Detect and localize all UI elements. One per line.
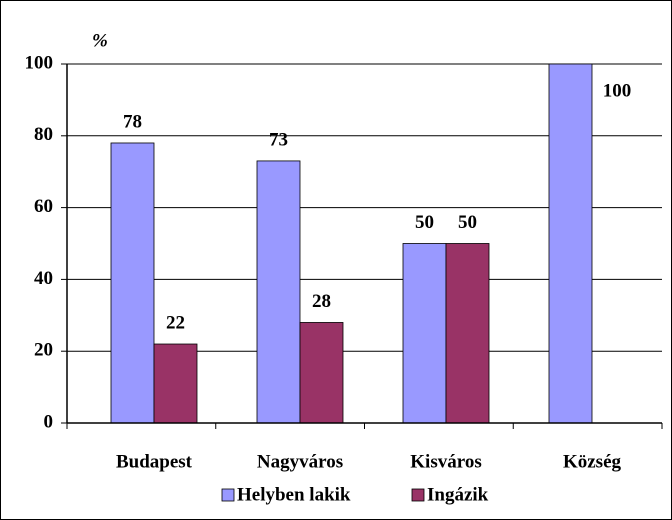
x-tick-label: Nagyváros xyxy=(257,451,343,472)
y-tick-label: 40 xyxy=(34,268,53,289)
y-tick-label: 0 xyxy=(44,411,54,432)
y-axis-label: % xyxy=(92,30,108,51)
legend-swatch xyxy=(411,488,425,502)
data-label: 50 xyxy=(458,212,477,233)
y-tick-label: 80 xyxy=(34,124,53,145)
legend-label: Helyben lakik xyxy=(237,484,351,505)
bar xyxy=(110,142,155,424)
bar xyxy=(548,63,593,424)
bar xyxy=(445,243,490,424)
data-label: 100 xyxy=(603,80,632,101)
data-label: 22 xyxy=(166,312,185,333)
data-label: 73 xyxy=(269,129,288,150)
x-tick-label: Község xyxy=(563,451,622,472)
y-tick-label: 100 xyxy=(25,52,54,73)
bar xyxy=(402,243,447,424)
legend-swatch xyxy=(221,488,235,502)
bar xyxy=(299,322,344,424)
bar xyxy=(256,160,301,424)
y-tick-label: 20 xyxy=(34,340,53,361)
data-label: 50 xyxy=(415,212,434,233)
x-tick-label: Budapest xyxy=(116,451,193,472)
bar xyxy=(153,343,198,424)
x-tick-label: Kisváros xyxy=(410,451,481,472)
y-tick-label: 60 xyxy=(34,196,53,217)
data-label: 28 xyxy=(312,291,331,312)
legend-label: Ingázik xyxy=(427,484,489,505)
data-label: 78 xyxy=(123,111,142,132)
